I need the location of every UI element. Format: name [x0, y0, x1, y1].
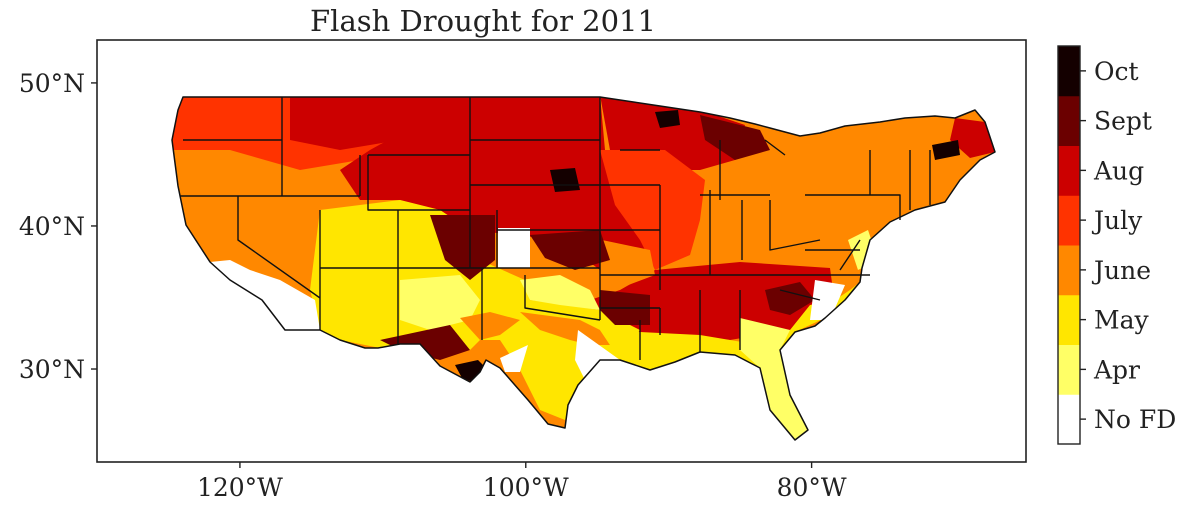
region-june-missouri — [600, 240, 655, 290]
region-july-midwest — [600, 150, 705, 270]
y-tick-label: 30°N — [19, 355, 85, 384]
region-aug-maine — [950, 118, 995, 158]
region-sept-kansas — [530, 230, 610, 270]
colorbar-swatch-may — [1058, 294, 1080, 345]
colorbar-swatch-aug — [1058, 145, 1080, 196]
colorbar-swatch-no-fd — [1058, 394, 1080, 445]
region-sept-carolinas — [765, 282, 815, 315]
region-nofd-kansas — [498, 228, 530, 268]
region-apr-oklahoma — [520, 275, 600, 310]
colorbar-label: July — [1091, 206, 1143, 235]
region-sept-new-mexico — [380, 325, 470, 360]
colorbar-swatch-oct — [1058, 46, 1080, 97]
colorbar-label: Aug — [1093, 156, 1144, 185]
state-borders — [180, 97, 931, 360]
y-axis-ticks: 50°N 40°N 30°N — [19, 69, 97, 384]
region-apr-florida — [740, 318, 808, 440]
region-oct-south-dakota — [550, 168, 580, 192]
colorbar-label: May — [1094, 306, 1150, 335]
region-june-texas-central — [520, 312, 610, 345]
colorbar-swatch-june — [1058, 245, 1080, 296]
region-nofd-california — [210, 260, 320, 330]
colorbar-label: Apr — [1093, 355, 1140, 384]
drought-fill-layer — [172, 97, 995, 440]
colorbar-label: No FD — [1094, 405, 1176, 434]
x-tick-label: 80°W — [777, 473, 847, 502]
colorbar-swatch-july — [1058, 195, 1080, 246]
colorbar-label: Oct — [1094, 57, 1139, 86]
boundaries-layer — [171, 96, 996, 441]
x-axis-ticks: 120°W 100°W 80°W — [197, 462, 847, 502]
colorbar-swatch-sept — [1058, 95, 1080, 146]
y-tick-label: 40°N — [19, 212, 85, 241]
chart-title: Flash Drought for 2011 — [310, 4, 656, 38]
colorbar-label: Sept — [1094, 107, 1152, 136]
region-sept-colorado — [430, 215, 495, 280]
colorbar-label: June — [1091, 256, 1151, 285]
region-june-texas-west — [460, 312, 520, 340]
map-frame — [96, 39, 1027, 463]
colorbar-swatch-apr — [1058, 344, 1080, 395]
region-oct-maine — [932, 140, 960, 160]
region-sept-michigan — [700, 115, 770, 160]
colorbar-outline — [1057, 45, 1081, 445]
region-aug-plains — [340, 97, 650, 270]
us-coastline — [171, 96, 996, 441]
x-tick-label: 120°W — [197, 473, 283, 502]
region-may-gulf — [600, 282, 860, 410]
region-oct-lake-superior — [655, 110, 680, 128]
x-tick-label: 100°W — [483, 473, 569, 502]
y-tick-label: 50°N — [19, 69, 85, 98]
region-nofd-east-texas — [575, 330, 620, 380]
region-apr-southwest — [400, 275, 480, 330]
region-nofd-east-coast — [810, 280, 845, 320]
region-aug-south — [590, 262, 835, 340]
colorbar: No FD Apr May June July Aug Sept Oct — [1057, 45, 1176, 445]
region-nofd-texas — [500, 345, 528, 372]
